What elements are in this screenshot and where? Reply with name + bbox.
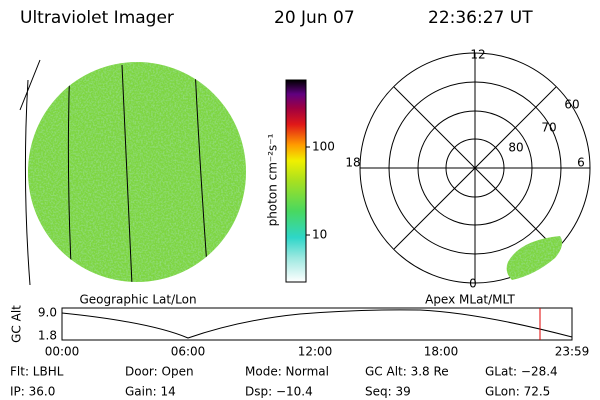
edge-lines — [19, 59, 41, 286]
status-field: Seq: 39 — [365, 385, 411, 399]
status-field: Mode: Normal — [245, 365, 329, 379]
altitude-curve — [61, 309, 573, 339]
status-field: GLon: 72.5 — [485, 385, 550, 399]
y-tick-label: 9.0 — [38, 306, 57, 320]
altitude-plot: GC Alt 9.0 1.8 00:00 06:00 12:00 18:00 2… — [10, 305, 590, 359]
date: 20 Jun 07 — [274, 8, 355, 28]
mlt-label: 12 — [470, 48, 485, 62]
meridian — [194, 67, 209, 281]
status-field: Flt: LBHL — [10, 365, 64, 379]
caption: Apex MLat/MLT — [425, 293, 515, 307]
status-field: Door: Open — [125, 365, 194, 379]
colorbar-tick-label: 100 — [312, 140, 335, 154]
mlt-label: 6 — [577, 156, 585, 170]
colorbar — [285, 79, 307, 283]
colorbar-tick-label: 10 — [312, 228, 327, 242]
colorbar-label: photon cm⁻²s⁻¹ — [266, 133, 280, 226]
y-tick-label: 1.8 — [38, 329, 57, 343]
lat-label: 60 — [564, 98, 579, 112]
lat-label: 80 — [508, 141, 523, 155]
status-field: Dsp: −10.4 — [245, 385, 313, 399]
meridian — [121, 64, 133, 282]
polar-plot — [359, 52, 591, 284]
x-tick-label: 12:00 — [298, 345, 333, 359]
x-tick-label: 00:00 — [45, 345, 80, 359]
status-footer: Flt: LBHL Door: Open Mode: Normal GC Alt: 3… — [10, 365, 558, 399]
x-tick-label: 18:00 — [424, 345, 459, 359]
status-field: Gain: 14 — [125, 385, 176, 399]
auroral-oval — [506, 236, 563, 280]
caption: Geographic Lat/Lon — [79, 293, 196, 307]
spoke — [393, 86, 557, 250]
title: Ultraviolet Imager — [20, 8, 174, 28]
earth-image — [19, 59, 246, 286]
y-axis-label: GC Alt — [10, 305, 24, 343]
status-field: IP: 36.0 — [10, 385, 55, 399]
mlt-label: 0 — [469, 277, 477, 291]
disk — [28, 62, 246, 282]
x-tick-label: 23:59 — [555, 345, 590, 359]
time: 22:36:27 UT — [428, 8, 533, 28]
lat-label: 70 — [541, 121, 556, 135]
plot-frame — [61, 307, 573, 341]
mlt-label: 18 — [345, 156, 360, 170]
meridian — [67, 62, 73, 282]
x-tick-label: 06:00 — [171, 345, 206, 359]
status-field: GC Alt: 3.8 Re — [365, 365, 449, 379]
status-field: GLat: −28.4 — [485, 365, 558, 379]
